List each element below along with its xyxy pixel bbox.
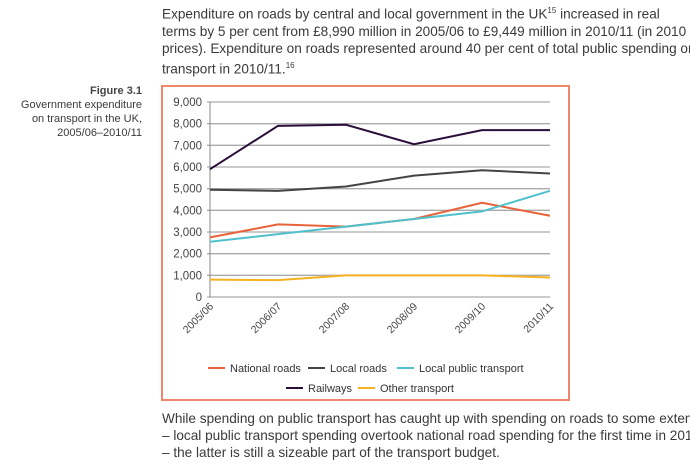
intro-paragraph: Expenditure on roads by central and loca… [162, 2, 690, 77]
y-tick-label: 3,000 [173, 227, 202, 239]
y-tick-label: 8,000 [173, 119, 202, 131]
x-tick-label: 2010/11 [521, 301, 556, 336]
figure-number: Figure 3.1 [90, 85, 142, 97]
text: While spending on public transport has c… [162, 411, 690, 426]
y-tick-label: 9,000 [173, 97, 202, 109]
text: terms by 5 per cent from £8,990 million … [162, 23, 687, 39]
series-line-railways [209, 123, 550, 171]
y-tick-label: 2,000 [173, 249, 202, 261]
legend-label: National roads [230, 363, 301, 375]
footnote-ref[interactable]: 15 [547, 6, 557, 15]
series-line-local-roads [209, 169, 551, 192]
x-tick-label: 2009/10 [453, 301, 488, 336]
text: – the latter is still a sizeable part of… [162, 445, 500, 460]
text: increased in real [556, 6, 660, 22]
y-tick-label: 7,000 [173, 140, 202, 152]
x-tick-label: 2006/07 [249, 301, 284, 336]
chart-frame [161, 85, 570, 401]
caption-text: 2005/06–2010/11 [57, 127, 142, 139]
y-tick-label: 0 [196, 292, 202, 304]
legend-label: Local roads [330, 363, 387, 375]
text: Expenditure on roads by central and loca… [162, 6, 548, 22]
footnote-ref[interactable]: 16 [285, 60, 295, 70]
legend-label: Local public transport [419, 363, 524, 375]
text: – local public transport spending overto… [162, 428, 690, 443]
y-tick-label: 5,000 [173, 184, 202, 196]
y-tick-label: 6,000 [173, 162, 202, 174]
figure-caption: Figure 3.1 Government expenditure on tra… [0, 84, 142, 140]
text: prices). Expenditure on roads represente… [162, 40, 690, 56]
series-line-local-public-transport [209, 189, 551, 243]
series-line-other-transport [209, 274, 551, 282]
y-tick-label: 1,000 [173, 270, 202, 282]
legend-label: Railways [308, 383, 353, 395]
x-tick-label: 2008/09 [385, 301, 420, 336]
caption-text: Government expenditure [20, 99, 142, 111]
legend-label: Other transport [380, 383, 454, 395]
x-tick-label: 2007/08 [317, 301, 352, 336]
closing-paragraph: While spending on public transport has c… [162, 410, 690, 461]
caption-text: on transport in the UK, [31, 113, 142, 125]
text: transport in 2010/11. [162, 61, 286, 77]
y-tick-label: 4,000 [173, 205, 202, 217]
x-tick-label: 2005/06 [181, 301, 216, 336]
